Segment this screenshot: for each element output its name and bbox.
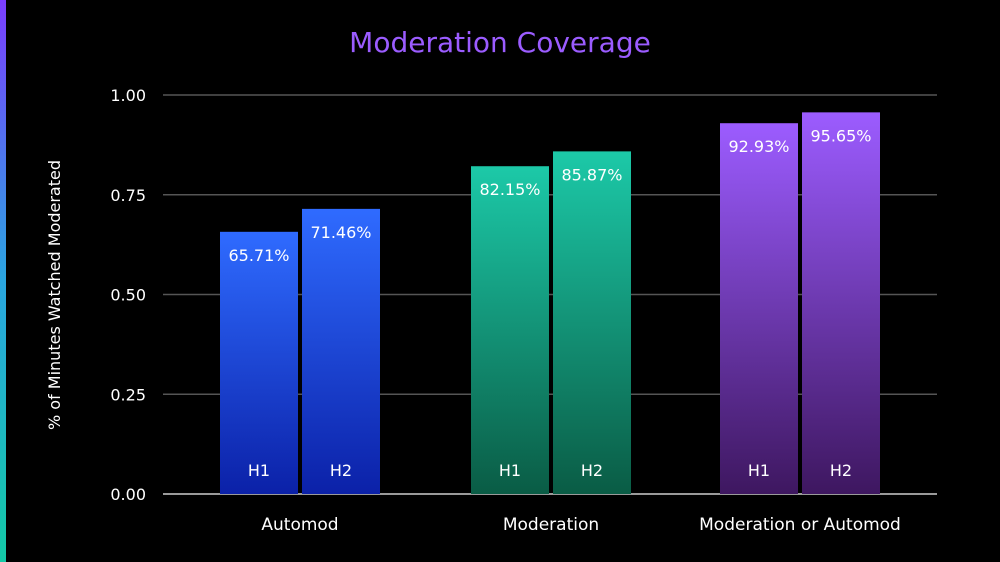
series-label: H2 — [581, 461, 603, 480]
bar — [720, 123, 798, 495]
series-label: H2 — [330, 461, 352, 480]
series-label: H1 — [499, 461, 521, 480]
category-label: Moderation or Automod — [699, 515, 901, 535]
category-label: Automod — [261, 515, 338, 535]
y-tick-label: 1.00 — [110, 86, 146, 105]
bar — [471, 166, 549, 494]
category-label: Moderation — [503, 515, 599, 535]
accent-bar — [0, 0, 6, 562]
category-labels: Automod Moderation Moderation or Automod — [261, 515, 900, 535]
data-label: 85.87% — [561, 165, 622, 184]
data-labels: 65.71% H1 71.46% H2 82.15% H1 85.87% H2 92.93% H1… — [228, 126, 871, 480]
data-label: 92.93% — [728, 137, 789, 156]
chart-title: Moderation Coverage — [349, 26, 651, 59]
y-tick-label: 0.75 — [110, 186, 146, 205]
y-tick-labels: 0.00 0.25 0.50 0.75 1.00 — [110, 86, 146, 504]
y-tick-label: 0.25 — [110, 385, 146, 404]
series-label: H1 — [248, 461, 270, 480]
bar — [553, 151, 631, 494]
data-label: 95.65% — [810, 126, 871, 145]
series-label: H1 — [748, 461, 770, 480]
bar — [302, 208, 380, 494]
data-label: 71.46% — [310, 223, 371, 242]
series-label: H2 — [830, 461, 852, 480]
bars — [220, 112, 880, 495]
data-label: 82.15% — [479, 180, 540, 199]
y-tick-label: 0.00 — [110, 485, 146, 504]
bar — [802, 112, 880, 494]
y-tick-label: 0.50 — [110, 286, 146, 305]
bar — [220, 231, 298, 495]
y-axis-label: % of Minutes Watched Moderated — [45, 160, 64, 430]
data-label: 65.71% — [228, 246, 289, 265]
